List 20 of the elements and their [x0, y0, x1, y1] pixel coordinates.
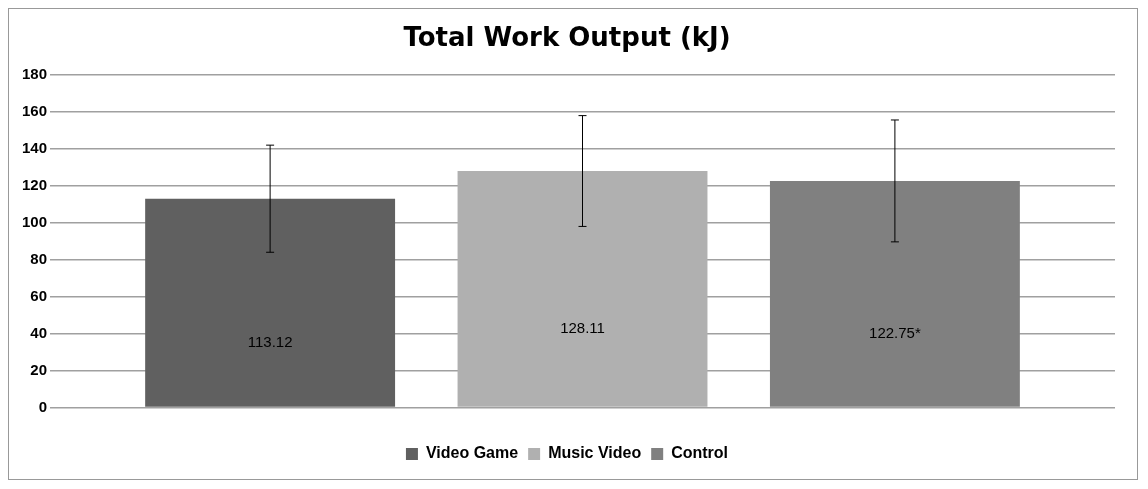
- bar: [457, 171, 708, 407]
- bar: [769, 180, 1020, 407]
- y-tick-label: 40: [30, 323, 48, 341]
- y-tick-label: 20: [30, 360, 48, 378]
- legend-label: Music Video: [548, 444, 642, 462]
- y-tick-label: 160: [22, 102, 48, 120]
- legend-label: Video Game: [425, 444, 519, 462]
- y-tick-label: 60: [30, 286, 48, 304]
- data-label: 113.12: [247, 332, 293, 350]
- bar: [145, 198, 396, 407]
- y-tick-label: 180: [22, 65, 48, 83]
- y-tick-label: 80: [30, 250, 48, 268]
- legend-label: Control: [671, 444, 729, 462]
- y-tick-label: 120: [22, 176, 48, 194]
- y-tick-label: 140: [22, 139, 48, 157]
- y-tick-label: 0: [38, 397, 48, 415]
- y-tick-label: 100: [22, 213, 48, 231]
- chart-title: Total Work Output (kJ): [403, 22, 731, 53]
- data-label: 128.11: [560, 319, 605, 337]
- data-label: 122.75*: [869, 324, 921, 342]
